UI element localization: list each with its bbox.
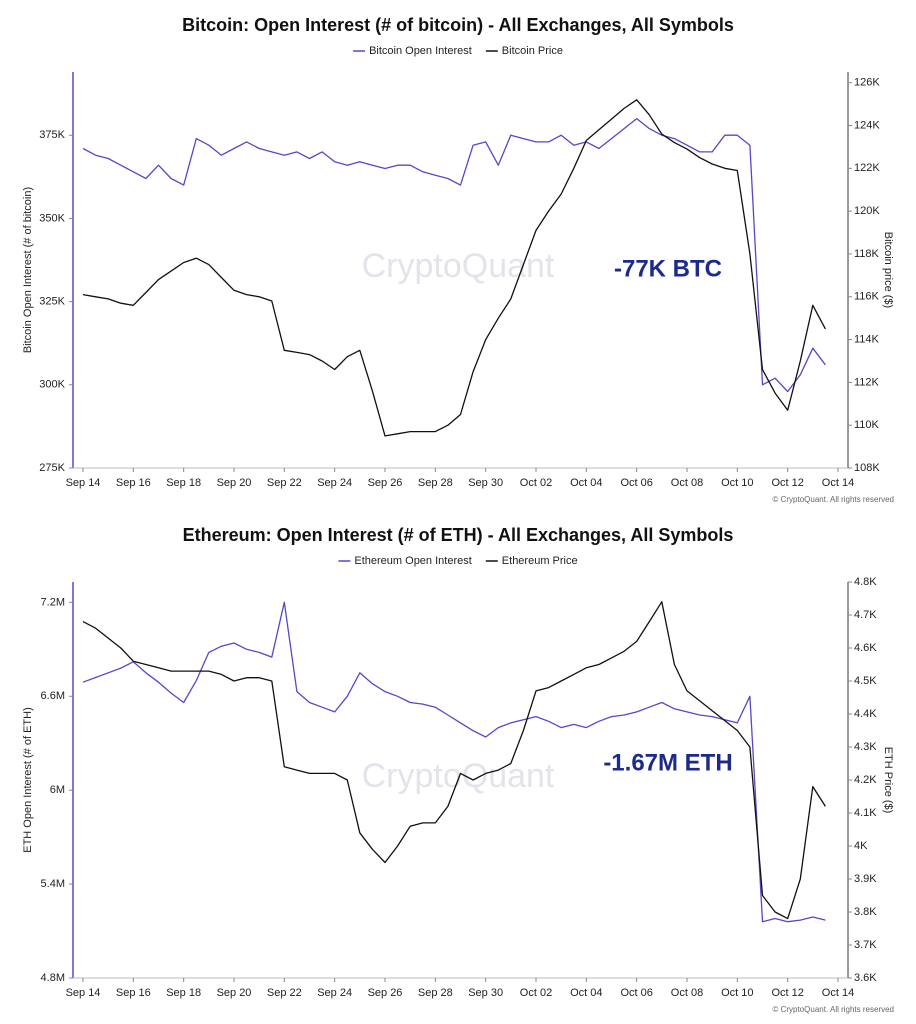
annotation: -77K BTC: [614, 255, 722, 282]
x-tick-label: Sep 14: [66, 987, 101, 999]
x-tick-label: Sep 24: [317, 477, 352, 489]
y-tick-label: 325K: [39, 296, 65, 308]
x-tick-label: Oct 04: [570, 477, 602, 489]
x-tick-label: Oct 08: [671, 477, 703, 489]
chart: Ethereum: Open Interest (# of ETH) - All…: [22, 525, 894, 1014]
watermark: CryptoQuant: [362, 247, 555, 285]
y2-tick-label: 118K: [854, 248, 880, 260]
x-tick-label: Sep 30: [468, 477, 503, 489]
x-tick-label: Sep 20: [217, 987, 252, 999]
series-line: [82, 117, 826, 393]
y2-tick-label: 4.8K: [854, 576, 877, 588]
x-tick-label: Sep 30: [468, 987, 503, 999]
x-tick-label: Oct 06: [620, 477, 652, 489]
y2-tick-label: 126K: [854, 77, 880, 89]
x-tick-label: Sep 18: [166, 477, 201, 489]
y-tick-label: 7.2M: [41, 596, 65, 608]
y2-tick-label: 3.7K: [854, 939, 877, 951]
chart-title: Bitcoin: Open Interest (# of bitcoin) - …: [182, 15, 734, 35]
x-tick-label: Sep 16: [116, 477, 151, 489]
x-tick-label: Sep 22: [267, 477, 302, 489]
legend: Ethereum Open Interest Ethereum Price: [338, 555, 578, 567]
y2-axis-label: ETH Price ($): [882, 747, 894, 814]
legend-label: Bitcoin Price: [502, 45, 563, 57]
x-tick-label: Oct 10: [721, 987, 753, 999]
y-axis-label: Bitcoin Open Interest (# of bitcoin): [22, 187, 34, 353]
legend-label: Ethereum Open Interest: [354, 555, 471, 567]
y2-tick-label: 4.2K: [854, 774, 877, 786]
y-tick-label: 375K: [39, 129, 65, 141]
y2-tick-label: 4.4K: [854, 708, 877, 720]
y2-tick-label: 124K: [854, 119, 880, 131]
y-tick-label: 5.4M: [41, 878, 65, 890]
y2-tick-label: 4.6K: [854, 642, 877, 654]
x-tick-label: Oct 14: [822, 987, 854, 999]
y2-tick-label: 4.3K: [854, 741, 877, 753]
legend: Bitcoin Open Interest Bitcoin Price: [353, 45, 563, 57]
legend-label: Ethereum Price: [502, 555, 578, 567]
y-tick-label: 300K: [39, 379, 65, 391]
x-tick-label: Oct 12: [771, 987, 803, 999]
y2-tick-label: 110K: [854, 419, 880, 431]
y2-tick-label: 108K: [854, 462, 880, 474]
x-tick-label: Sep 26: [368, 477, 403, 489]
x-tick-label: Sep 18: [166, 987, 201, 999]
y-tick-label: 275K: [39, 462, 65, 474]
chart: Bitcoin: Open Interest (# of bitcoin) - …: [22, 15, 894, 504]
copyright: © CryptoQuant. All rights reserved: [773, 1005, 895, 1014]
x-tick-label: Sep 28: [418, 477, 453, 489]
annotation: -1.67M ETH: [603, 749, 732, 776]
watermark: CryptoQuant: [362, 757, 555, 795]
x-tick-label: Sep 28: [418, 987, 453, 999]
y-tick-label: 350K: [39, 212, 65, 224]
y2-axis-label: Bitcoin price ($): [882, 232, 894, 308]
x-tick-label: Sep 16: [116, 987, 151, 999]
y2-tick-label: 3.8K: [854, 906, 877, 918]
x-tick-label: Oct 02: [520, 987, 552, 999]
x-tick-label: Sep 22: [267, 987, 302, 999]
series-line: [82, 601, 826, 923]
chart-title: Ethereum: Open Interest (# of ETH) - All…: [183, 525, 734, 545]
x-tick-label: Sep 14: [66, 477, 101, 489]
y-tick-label: 6.6M: [41, 690, 65, 702]
x-tick-label: Oct 10: [721, 477, 753, 489]
y2-tick-label: 4.5K: [854, 675, 877, 687]
y2-tick-label: 4K: [854, 840, 868, 852]
y2-tick-label: 122K: [854, 162, 880, 174]
x-tick-label: Oct 02: [520, 477, 552, 489]
y-tick-label: 6M: [50, 784, 65, 796]
y2-tick-label: 4.7K: [854, 609, 877, 621]
y2-tick-label: 116K: [854, 291, 880, 303]
y2-tick-label: 120K: [854, 205, 880, 217]
series-line: [82, 601, 826, 920]
y-tick-label: 4.8M: [41, 972, 65, 984]
y2-tick-label: 114K: [854, 333, 880, 345]
x-tick-label: Oct 14: [822, 477, 854, 489]
legend-label: Bitcoin Open Interest: [369, 45, 472, 57]
x-tick-label: Oct 06: [620, 987, 652, 999]
y-axis-label: ETH Open Interest (# of ETH): [22, 707, 34, 853]
x-tick-label: Oct 08: [671, 987, 703, 999]
series-line: [82, 99, 826, 437]
y2-tick-label: 3.6K: [854, 972, 877, 984]
copyright: © CryptoQuant. All rights reserved: [773, 495, 895, 504]
x-tick-label: Sep 24: [317, 987, 352, 999]
y2-tick-label: 112K: [854, 376, 880, 388]
x-tick-label: Sep 26: [368, 987, 403, 999]
x-tick-label: Oct 12: [771, 477, 803, 489]
x-tick-label: Sep 20: [217, 477, 252, 489]
y2-tick-label: 3.9K: [854, 873, 877, 885]
x-tick-label: Oct 04: [570, 987, 602, 999]
y2-tick-label: 4.1K: [854, 807, 877, 819]
